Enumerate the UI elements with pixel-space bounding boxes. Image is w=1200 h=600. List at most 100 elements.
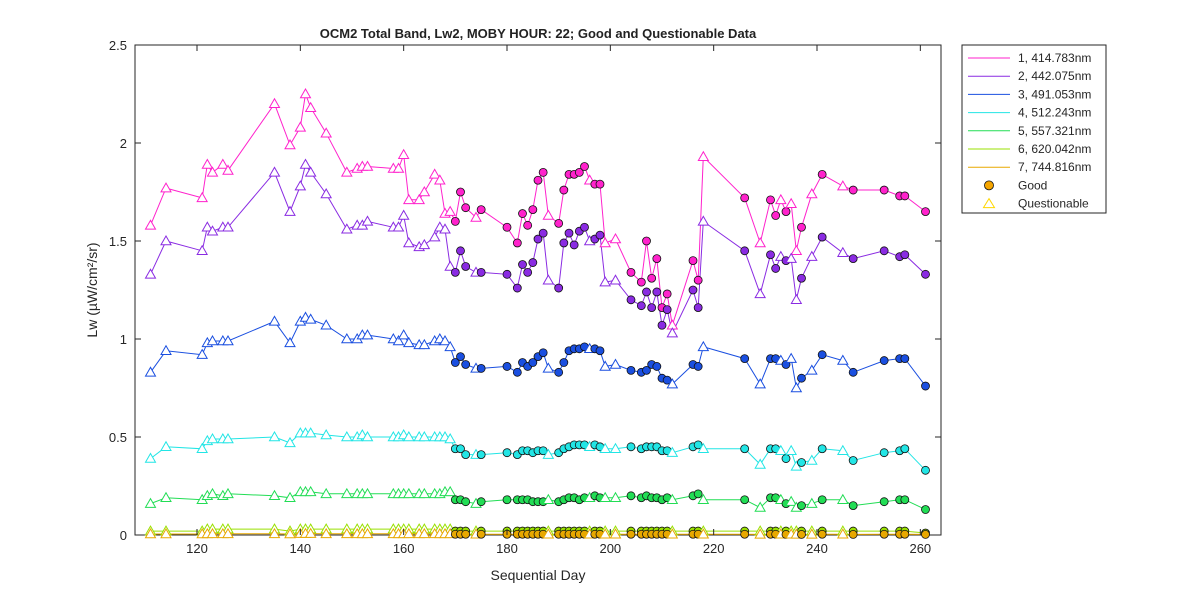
good-point — [626, 442, 636, 452]
good-point — [657, 320, 667, 330]
good-point — [921, 381, 930, 391]
good-point — [456, 187, 465, 197]
good-point — [502, 448, 512, 458]
good-point — [580, 162, 589, 171]
questionable-point — [284, 436, 296, 448]
good-point — [559, 185, 569, 195]
questionable-point — [304, 427, 317, 438]
questionable-point — [697, 340, 710, 352]
y-tick-label: 1.5 — [109, 234, 127, 249]
questionable-point — [439, 334, 451, 346]
legend: 1, 414.783nm 2, 442.075nm 3, 491.053nm 4, 5… — [961, 44, 1107, 214]
questionable-point — [304, 101, 317, 112]
good-point — [461, 450, 471, 460]
questionable-point — [402, 430, 415, 442]
y-axis-label: Lw (µW/cm²/sr) — [84, 242, 100, 337]
good-point — [636, 277, 646, 287]
good-point — [523, 220, 533, 230]
good-point — [642, 365, 651, 375]
good-point — [688, 256, 698, 266]
questionable-point — [418, 238, 431, 250]
good-point — [900, 529, 910, 539]
questionable-point — [439, 223, 451, 234]
questionable-point — [413, 193, 426, 205]
questionable-point — [470, 211, 482, 222]
good-point — [693, 303, 703, 313]
questionable-point — [609, 491, 622, 503]
questionable-point — [599, 442, 612, 454]
questionable-point — [397, 209, 410, 220]
questionable-point — [599, 236, 612, 248]
good-point — [900, 495, 910, 505]
questionable-point — [542, 362, 555, 373]
questionable-point — [392, 334, 405, 346]
good-point — [900, 191, 910, 201]
questionable-point — [418, 527, 431, 539]
good-point — [781, 207, 791, 217]
questionable-point — [284, 528, 296, 539]
good-point — [512, 367, 522, 377]
questionable-point — [836, 528, 849, 539]
good-point — [797, 373, 806, 383]
questionable-point — [754, 501, 767, 512]
questionable-point — [754, 458, 767, 469]
good-point — [518, 209, 527, 218]
y-axis-ticks: 0 0.5 1 1.5 2 2.5 — [109, 38, 941, 543]
good-point — [879, 497, 889, 507]
good-point — [528, 205, 538, 215]
questionable-point — [206, 225, 219, 236]
good-point — [450, 358, 460, 367]
good-point — [626, 295, 636, 305]
questionable-point — [320, 187, 333, 199]
good-point — [626, 491, 636, 501]
good-point — [879, 185, 889, 195]
good-point — [595, 230, 605, 240]
questionable-point — [444, 340, 457, 352]
good-point — [559, 358, 569, 367]
questionable-point — [392, 162, 405, 173]
good-point — [461, 497, 471, 507]
good-point — [476, 450, 486, 460]
questionable-point — [609, 442, 622, 454]
good-point — [476, 205, 486, 215]
questionable-point — [542, 448, 555, 459]
questionable-point — [144, 219, 157, 230]
good-point — [456, 352, 465, 362]
legend-label-1: 1, 414.783nm — [1018, 51, 1091, 65]
good-point — [554, 367, 564, 377]
good-point — [626, 267, 636, 277]
questionable-point — [340, 166, 353, 177]
questionable-point — [320, 319, 333, 330]
questionable-point — [666, 327, 679, 338]
good-point — [797, 501, 806, 511]
good-point — [921, 269, 930, 279]
questionable-point — [774, 444, 787, 455]
questionable-point — [805, 364, 818, 375]
good-point — [502, 362, 512, 371]
good-point — [626, 529, 636, 539]
questionable-point — [785, 444, 798, 455]
questionable-point — [836, 246, 849, 258]
questionable-point — [433, 174, 446, 185]
good-point — [476, 497, 486, 507]
questionable-point — [785, 197, 798, 209]
good-point — [693, 275, 703, 285]
questionable-point — [268, 527, 281, 539]
good-point — [817, 232, 827, 242]
questionable-point — [754, 236, 767, 248]
good-point — [740, 246, 750, 256]
questionable-point — [402, 236, 415, 248]
good-point — [461, 529, 471, 539]
good-point — [879, 529, 889, 539]
questionable-point — [284, 138, 296, 150]
questionable-point — [268, 489, 281, 501]
questionable-point — [284, 205, 296, 216]
questionable-point — [790, 244, 803, 256]
questionable-point — [340, 332, 353, 344]
x-tick-label: 160 — [393, 541, 415, 556]
good-point — [523, 267, 533, 277]
questionable-point — [444, 432, 457, 444]
good-point — [533, 234, 543, 244]
good-point — [848, 254, 858, 264]
